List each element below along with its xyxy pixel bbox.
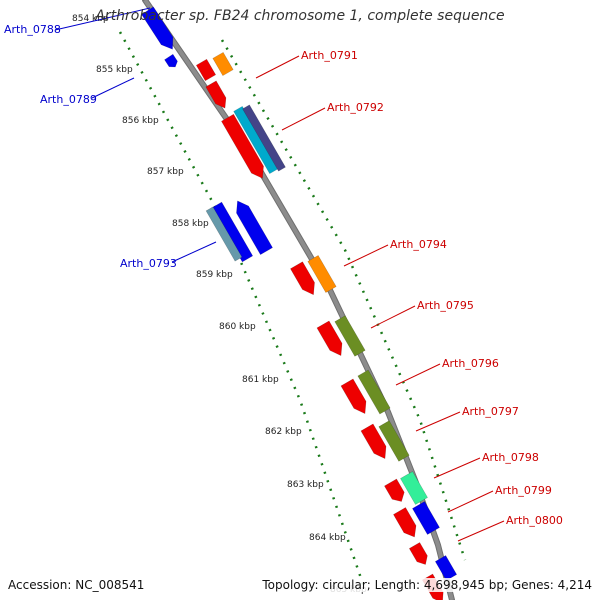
gene-block-19 (378, 420, 410, 462)
leader-line-arth-0793 (171, 241, 217, 263)
gene-label-arth-0796: Arth_0796 (442, 357, 499, 370)
gene-block-4 (212, 51, 234, 77)
gene-label-arth-0800: Arth_0800 (506, 514, 563, 527)
scale-label-2: 855 kbp (96, 65, 133, 75)
gene-label-arth-0797: Arth_0797 (462, 405, 519, 418)
gene-block-21 (400, 471, 428, 505)
scale-label-6: 859 kbp (196, 270, 233, 280)
gene-block-17 (357, 369, 391, 415)
gene-block-10 (205, 206, 243, 262)
scale-label-7: 860 kbp (219, 322, 256, 332)
gene-block-24 (408, 542, 428, 565)
gene-block-13 (307, 255, 337, 293)
leader-line-arth-0796 (395, 363, 441, 386)
gene-block-16 (340, 378, 367, 414)
scale-label-3: 856 kbp (122, 116, 159, 126)
gene-label-arth-0788: Arth_0788 (4, 23, 61, 36)
gene-block-26 (434, 555, 458, 581)
scale-label-5: 858 kbp (172, 219, 209, 229)
scale-label-1: 854 kbp (72, 14, 109, 24)
gene-label-arth-0798: Arth_0798 (482, 451, 539, 464)
leader-line-arth-0788 (54, 7, 151, 31)
gene-label-arth-0789: Arth_0789 (40, 93, 97, 106)
leader-line-arth-0798 (433, 457, 481, 479)
leader-line-arth-0791 (255, 55, 300, 79)
leader-line-arth-0797 (415, 411, 461, 432)
scale-label-9: 862 kbp (265, 427, 302, 437)
gene-block-6 (221, 113, 264, 179)
gene-block-1 (141, 6, 174, 50)
leader-line-arth-0792 (281, 107, 326, 131)
gene-label-arth-0794: Arth_0794 (390, 238, 447, 251)
gene-block-15 (334, 315, 366, 357)
map-title: Arthrobacter sp. FB24 chromosome 1, comp… (95, 8, 505, 24)
gene-block-18 (360, 423, 387, 459)
sequence-summary: Topology: circular; Length: 4,698,945 bp… (262, 578, 592, 592)
leader-line-arth-0794 (343, 244, 389, 267)
gene-block-20 (384, 478, 405, 502)
gene-label-arth-0791: Arth_0791 (301, 49, 358, 62)
gene-block-22 (393, 507, 417, 538)
leader-line-arth-0800 (457, 520, 505, 542)
gene-label-arth-0799: Arth_0799 (495, 484, 552, 497)
scale-label-10: 863 kbp (287, 480, 324, 490)
scale-label-8: 861 kbp (242, 375, 279, 385)
gene-block-5 (205, 80, 227, 109)
gene-block-8 (242, 104, 286, 172)
scale-label-11: 864 kbp (309, 533, 346, 543)
gene-label-arth-0793: Arth_0793 (120, 257, 177, 270)
scale-label-4: 857 kbp (147, 167, 184, 177)
accession-text: Accession: NC_008541 (8, 578, 145, 592)
gene-block-11 (236, 200, 273, 255)
gene-block-3 (195, 58, 217, 82)
gene-block-23 (412, 501, 440, 535)
gene-label-arth-0795: Arth_0795 (417, 299, 474, 312)
gene-block-12 (290, 261, 315, 296)
leader-line-arth-0799 (447, 490, 494, 513)
leader-line-arth-0789 (91, 77, 135, 99)
forward-track-dots (118, 31, 367, 591)
leader-line-arth-0795 (370, 305, 416, 329)
gene-block-14 (316, 320, 343, 356)
gene-block-2 (164, 53, 178, 68)
gene-label-arth-0792: Arth_0792 (327, 101, 384, 114)
